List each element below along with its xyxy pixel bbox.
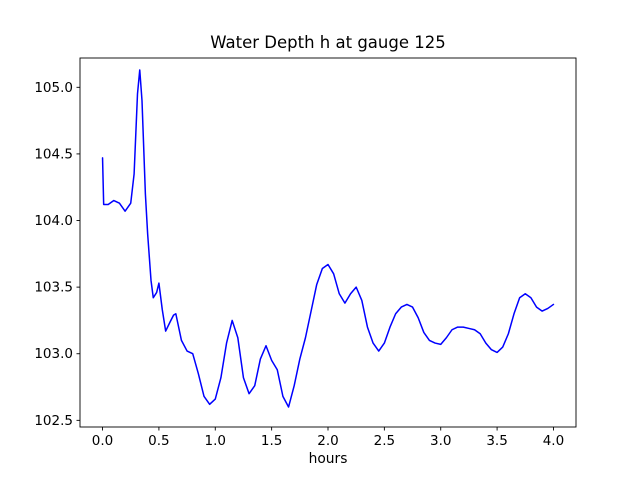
y-tick-label: 104.5 xyxy=(34,146,73,162)
y-tick-label: 103.5 xyxy=(34,280,73,296)
x-tick-label: 3.5 xyxy=(486,433,507,449)
x-tick-label: 0.5 xyxy=(148,433,169,449)
x-axis-label: hours xyxy=(309,451,348,467)
y-tick-label: 102.5 xyxy=(34,413,73,429)
axes-frame xyxy=(79,57,577,428)
chart-title: Water Depth h at gauge 125 xyxy=(210,33,445,52)
x-tick-label: 2.5 xyxy=(374,433,395,449)
x-tick-label: 1.0 xyxy=(205,433,226,449)
y-tick-label: 104.0 xyxy=(34,213,73,229)
y-tick-label: 103.0 xyxy=(34,346,73,362)
x-tick-label: 3.0 xyxy=(430,433,451,449)
x-tick-label: 0.0 xyxy=(92,433,113,449)
x-tick-label: 4.0 xyxy=(543,433,564,449)
x-tick-label: 2.0 xyxy=(317,433,338,449)
x-tick-label: 1.5 xyxy=(261,433,282,449)
y-tick-label: 105.0 xyxy=(34,80,73,96)
plot-area: 0.0 0.5 1.0 1.5 2.0 2.5 3.0 3.5 4.0 102.5 103.0 103… xyxy=(34,57,577,449)
data-series-line xyxy=(101,69,555,408)
